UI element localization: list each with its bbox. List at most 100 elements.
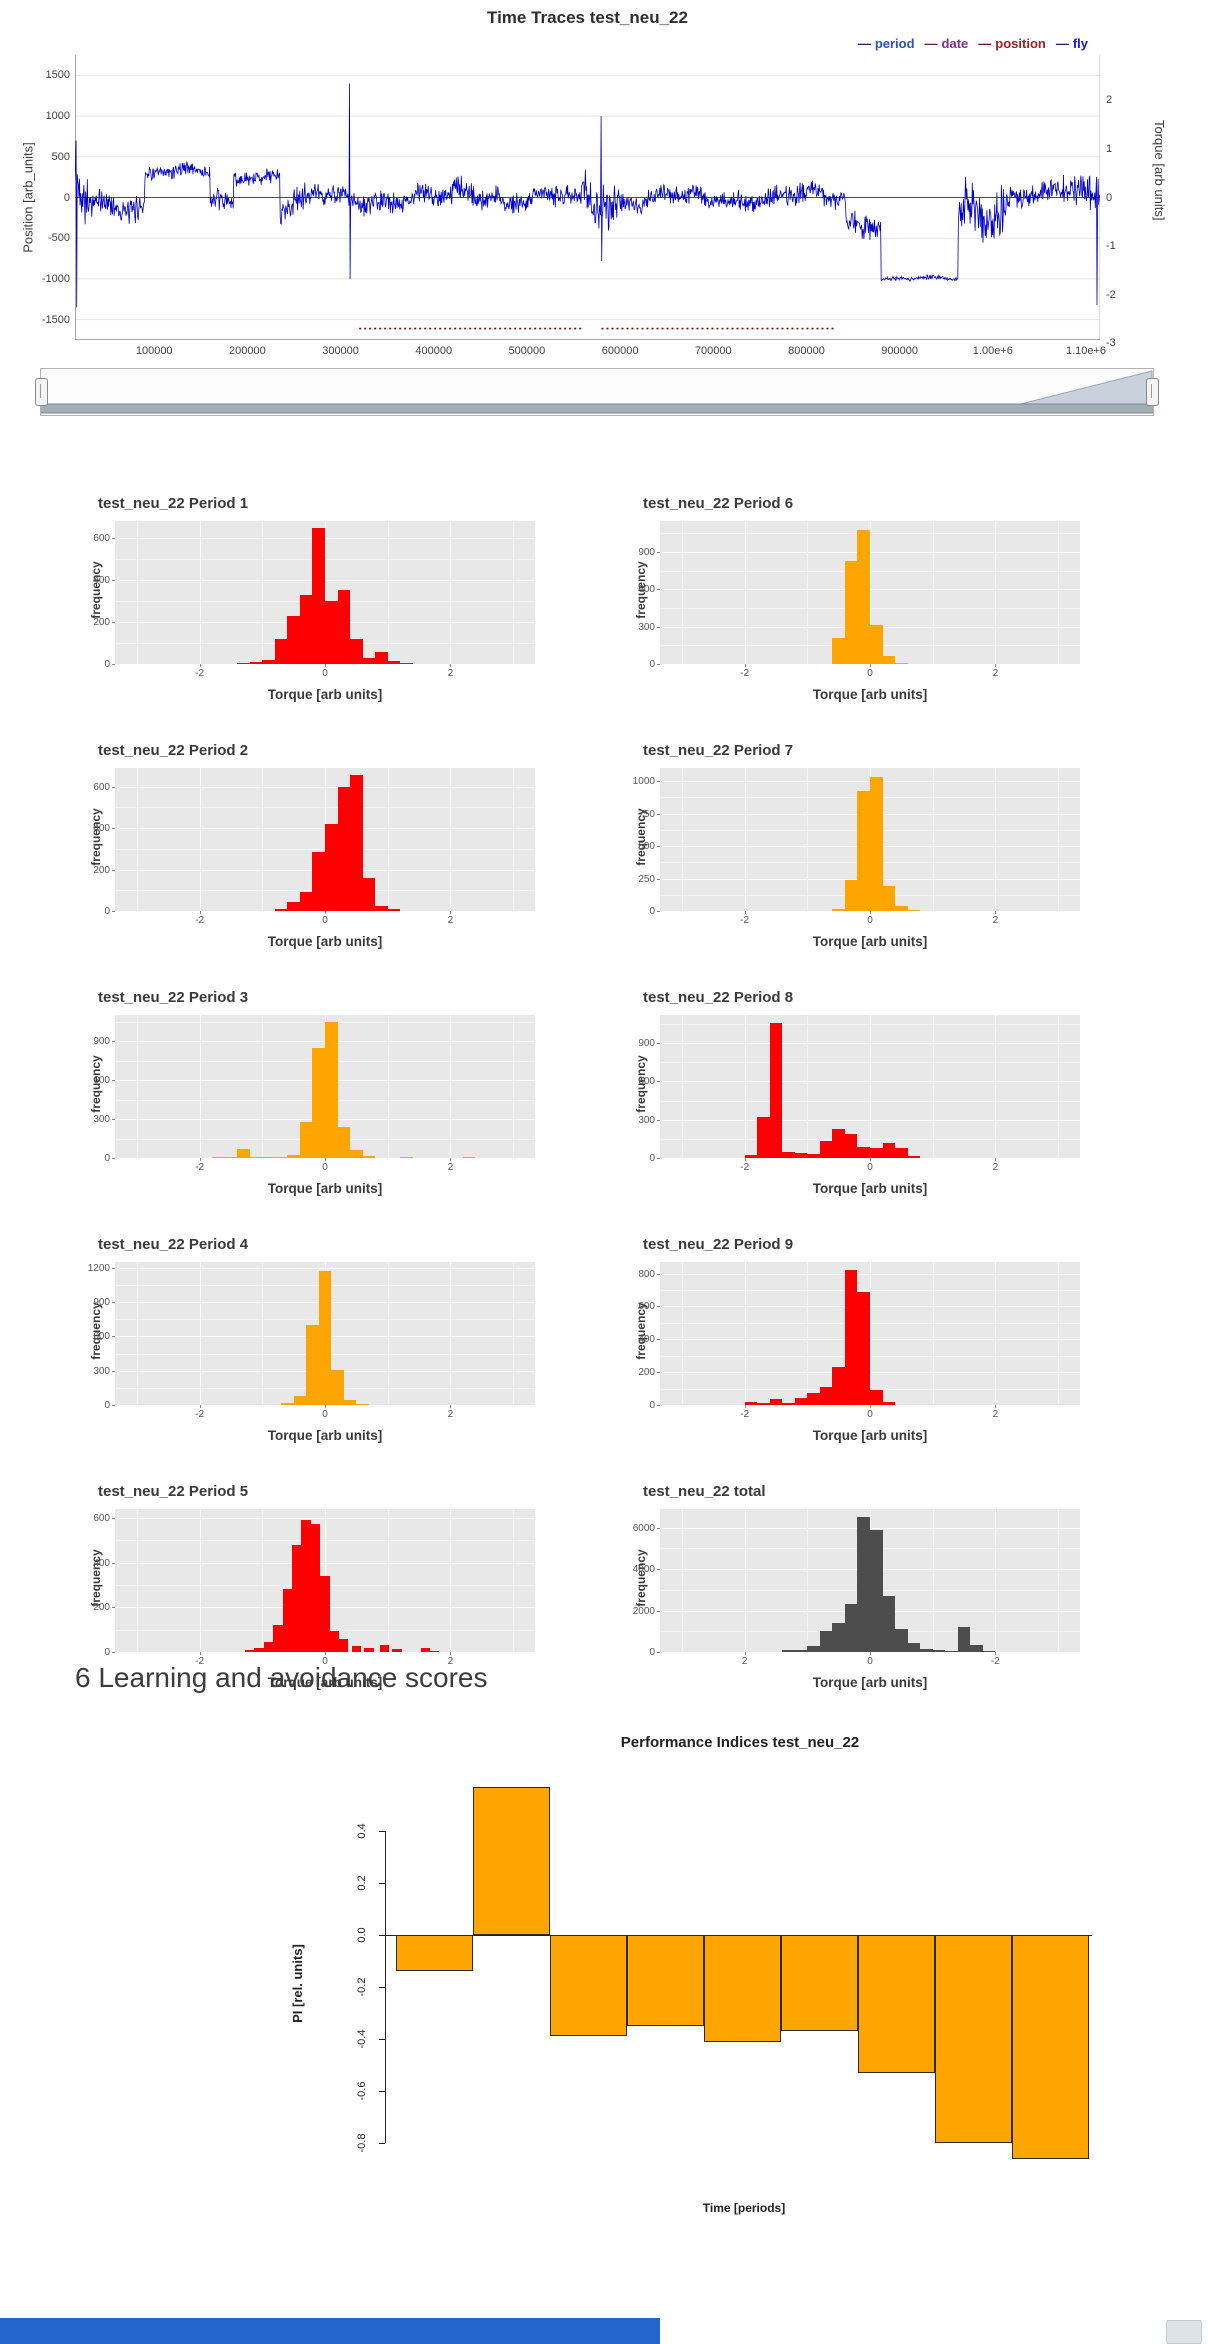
y-tick-label: 0 <box>649 906 655 917</box>
y-tick-label: 4000 <box>632 1564 655 1576</box>
y-tick-mark <box>657 1273 660 1275</box>
gridline-vert <box>199 1509 201 1652</box>
y-tick-label: 600 <box>93 1075 110 1086</box>
y-tick-label: 400 <box>93 574 110 586</box>
y-tick-label: 300 <box>638 1114 655 1126</box>
y-tick-label: 0 <box>649 1647 655 1658</box>
legend-label: period <box>874 36 915 51</box>
y-tick-mark <box>112 537 115 539</box>
x-axis-label-torque: Torque [arb units] <box>267 1428 383 1443</box>
performance-y-axis <box>385 1831 386 2143</box>
gridline-vert <box>995 1015 997 1158</box>
histogram-bar <box>362 657 376 664</box>
x-axis-label-torque: Torque [arb units] <box>812 1675 928 1690</box>
histogram-bar <box>306 1324 319 1405</box>
x-tick-mark <box>450 1158 452 1161</box>
x-tick-mark <box>744 1158 746 1161</box>
legend-label: fly <box>1072 36 1088 51</box>
histogram-bar <box>329 1630 340 1652</box>
performance-y-tick <box>379 2143 385 2144</box>
x-tick-mark <box>995 664 997 667</box>
x-tick-label: 2 <box>447 1162 454 1173</box>
histogram-bar <box>819 1141 833 1158</box>
histogram-bar <box>844 879 858 911</box>
gridline-vert <box>807 521 809 664</box>
gridline-vert <box>387 521 389 664</box>
histogram-bar <box>249 1156 263 1158</box>
histogram-bar <box>832 909 845 911</box>
histogram-panel <box>115 1262 535 1406</box>
performance-y-tick <box>379 1831 385 1832</box>
x-tick-label: -2 <box>195 1656 205 1667</box>
x-tick-mark <box>325 664 326 667</box>
gridline-vert <box>744 521 746 664</box>
x-tick-label: -2 <box>195 668 205 679</box>
x-tick-mark <box>744 1652 746 1655</box>
x-axis-label-torque: Torque [arb units] <box>267 1675 383 1690</box>
x-tick-label: -2 <box>740 915 750 926</box>
x-tick-label: -2 <box>740 1409 750 1420</box>
histogram-bar <box>857 791 870 911</box>
histogram-bar <box>957 1627 971 1652</box>
x-tick-label: 0 <box>867 668 873 679</box>
histogram-bar <box>895 905 908 911</box>
y-tick-mark <box>657 589 660 591</box>
gridline-vert <box>1058 521 1060 664</box>
y-tick-label: 900 <box>93 1036 110 1047</box>
histogram-title: test_neu_22 Period 9 <box>643 1236 794 1253</box>
time-range-slider[interactable] <box>35 368 1159 416</box>
histogram-bar <box>907 1642 921 1652</box>
histogram-bar <box>970 1644 983 1652</box>
x-tick-mark <box>870 1405 871 1408</box>
x-tick-mark <box>995 1652 997 1655</box>
histogram-Period-3: test_neu_22 Period 3 frequency 0 300 600 900-… <box>88 989 558 1219</box>
histogram-panel <box>115 768 535 912</box>
x-tick: 1.10e+6 <box>1065 345 1107 357</box>
histogram-bar <box>350 1150 363 1158</box>
histogram-panel <box>660 1509 1080 1653</box>
y-right-tick: -1 <box>1106 240 1116 253</box>
x-tick-label: 2 <box>447 1409 454 1420</box>
histogram-Period-9: test_neu_22 Period 9 frequency 0 200 400 600 8… <box>633 1236 1103 1466</box>
histogram-panel <box>115 1015 535 1159</box>
y-tick-label: 0 <box>104 1400 110 1411</box>
gridline-vert <box>1058 768 1060 911</box>
gridline-vert <box>199 1015 201 1158</box>
y-tick-label: 600 <box>638 1076 655 1088</box>
histogram-bar <box>273 1625 283 1652</box>
y-tick-mark <box>657 1610 660 1612</box>
gridline-vert <box>870 521 871 664</box>
x-axis-label-torque: Torque [arb units] <box>267 934 383 949</box>
y-tick-mark <box>657 1339 660 1341</box>
gridline-vert <box>387 1509 389 1652</box>
y-tick-label: 0 <box>649 1153 655 1164</box>
slider-handle-right[interactable] <box>1146 378 1159 406</box>
gridline-vert <box>450 1509 452 1652</box>
histogram-bar <box>882 1142 896 1158</box>
performance-bar <box>396 1935 473 1972</box>
x-tick: 200000 <box>229 345 266 357</box>
performance-y-tick <box>379 1987 385 1988</box>
x-tick: 900000 <box>881 345 919 357</box>
legend-dash-fly: — <box>1055 36 1069 51</box>
histogram-bar <box>237 1148 250 1158</box>
gridline-vert <box>995 768 997 911</box>
y-tick-mark <box>657 1569 660 1571</box>
gridline-vert <box>932 1509 934 1652</box>
histogram-bar <box>287 615 300 664</box>
gridline-vert <box>995 521 997 664</box>
y-tick-label: 400 <box>638 1334 655 1346</box>
gridline-vert <box>387 768 389 911</box>
y-tick-label: 0 <box>104 1647 110 1658</box>
histogram-bar <box>212 1157 225 1158</box>
histogram-bar <box>299 1121 313 1158</box>
gridline-vert <box>136 1509 138 1652</box>
histogram-bar <box>337 786 351 911</box>
gridline-vert <box>995 1262 997 1405</box>
slider-handle-left[interactable] <box>35 378 48 406</box>
histogram-title: test_neu_22 Period 4 <box>98 1236 249 1253</box>
gridline-vert <box>262 1015 264 1158</box>
gridline-vert <box>1058 1262 1060 1405</box>
gridline-vert <box>262 768 264 911</box>
x-tick-mark <box>744 664 746 667</box>
